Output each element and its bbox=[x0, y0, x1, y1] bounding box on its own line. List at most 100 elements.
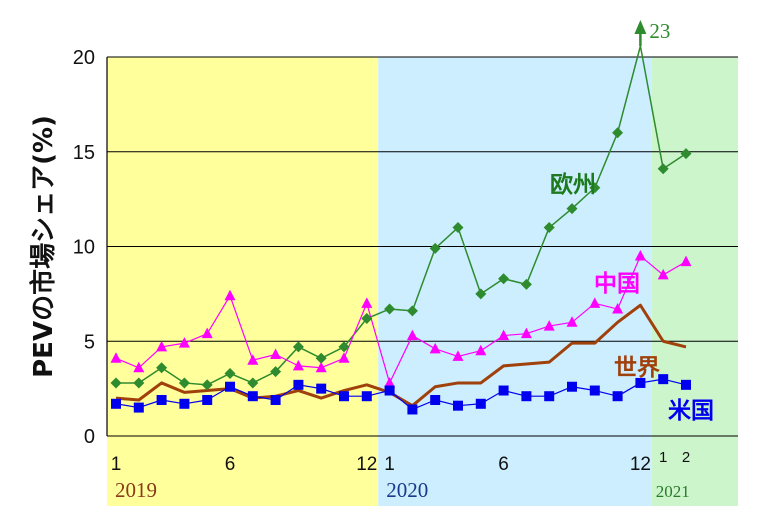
marker-米国-21 bbox=[589, 385, 600, 396]
y-tick-label-20: 20 bbox=[73, 47, 95, 69]
x-tick-label-23: 12 bbox=[630, 454, 651, 475]
year-label-2021: 2021 bbox=[656, 482, 690, 501]
marker-中国-12 bbox=[384, 376, 396, 388]
marker-米国-7 bbox=[270, 394, 281, 405]
marker-米国-10 bbox=[339, 391, 349, 402]
marker-米国-3 bbox=[179, 398, 190, 409]
marker-米国-0 bbox=[111, 398, 121, 409]
year-label-2019: 2019 bbox=[115, 478, 157, 502]
marker-欧州-24 bbox=[657, 163, 669, 175]
y-axis-title: PEVの市場シェア(%) bbox=[28, 115, 59, 378]
series-label-米国: 米国 bbox=[668, 398, 714, 424]
marker-欧州-0 bbox=[110, 377, 122, 389]
marker-米国-20 bbox=[567, 381, 577, 392]
marker-欧州-19 bbox=[543, 222, 555, 234]
marker-中国-23 bbox=[634, 249, 646, 261]
marker-中国-19 bbox=[543, 320, 555, 331]
marker-中国-24 bbox=[657, 268, 669, 280]
y-tick-label-10: 10 bbox=[73, 237, 95, 259]
marker-欧州-3 bbox=[178, 377, 190, 389]
marker-中国-10 bbox=[338, 352, 350, 363]
marker-中国-17 bbox=[498, 329, 510, 341]
marker-欧州-14 bbox=[429, 242, 441, 254]
x-tick-label-12: 1 bbox=[384, 454, 395, 475]
marker-中国-1 bbox=[133, 361, 145, 373]
marker-中国-11 bbox=[361, 297, 373, 308]
marker-中国-22 bbox=[612, 303, 624, 314]
x-tick-label-25: 2 bbox=[682, 449, 690, 466]
marker-欧州-11 bbox=[361, 313, 373, 325]
x-tick-label-17: 6 bbox=[498, 454, 509, 475]
marker-米国-16 bbox=[475, 398, 486, 409]
marker-中国-6 bbox=[247, 354, 259, 365]
marker-米国-2 bbox=[156, 394, 167, 405]
marker-欧州-2 bbox=[156, 362, 168, 374]
period-band-2021 bbox=[651, 57, 738, 506]
marker-米国-19 bbox=[544, 391, 555, 402]
x-tick-label-24: 1 bbox=[659, 449, 667, 466]
marker-米国-22 bbox=[612, 391, 623, 402]
marker-欧州-20 bbox=[566, 203, 578, 215]
marker-欧州-7 bbox=[270, 366, 282, 378]
marker-米国-5 bbox=[225, 381, 235, 392]
marker-中国-8 bbox=[292, 359, 304, 371]
marker-米国-12 bbox=[384, 385, 395, 396]
marker-欧州-12 bbox=[384, 303, 396, 315]
x-tick-label-5: 6 bbox=[225, 454, 236, 475]
marker-米国-8 bbox=[293, 379, 304, 390]
marker-米国-11 bbox=[361, 391, 372, 402]
marker-欧州-8 bbox=[292, 341, 304, 353]
marker-欧州-15 bbox=[452, 222, 464, 234]
marker-欧州-5 bbox=[224, 367, 236, 379]
y-tick-label-0: 0 bbox=[84, 426, 95, 448]
marker-欧州-4 bbox=[201, 379, 213, 391]
marker-中国-20 bbox=[566, 316, 578, 327]
series-label-欧州: 欧州 bbox=[550, 172, 596, 198]
marker-欧州-1 bbox=[133, 377, 145, 389]
marker-中国-14 bbox=[429, 342, 441, 354]
marker-中国-9 bbox=[315, 361, 327, 373]
marker-欧州-6 bbox=[247, 377, 259, 389]
marker-中国-3 bbox=[178, 337, 190, 348]
annotation-arrow-head bbox=[634, 20, 647, 34]
marker-欧州-9 bbox=[315, 352, 327, 364]
marker-米国-13 bbox=[407, 404, 418, 415]
marker-中国-7 bbox=[270, 348, 282, 360]
marker-欧州-16 bbox=[475, 288, 487, 300]
series-line-世界 bbox=[115, 303, 687, 408]
year-label-2020: 2020 bbox=[386, 478, 428, 502]
marker-米国-15 bbox=[453, 400, 463, 411]
marker-米国-4 bbox=[202, 394, 213, 405]
marker-中国-21 bbox=[589, 297, 601, 308]
marker-中国-18 bbox=[520, 327, 532, 339]
marker-欧州-25 bbox=[680, 148, 692, 160]
marker-米国-17 bbox=[498, 385, 509, 396]
x-tick-label-11: 12 bbox=[356, 454, 377, 475]
marker-欧州-17 bbox=[498, 273, 510, 285]
marker-米国-25 bbox=[681, 379, 691, 390]
marker-米国-9 bbox=[316, 383, 327, 394]
marker-米国-6 bbox=[247, 391, 258, 402]
marker-欧州-13 bbox=[406, 305, 418, 317]
marker-中国-5 bbox=[224, 289, 236, 301]
marker-中国-15 bbox=[452, 350, 464, 361]
marker-欧州-10 bbox=[338, 341, 350, 353]
series-label-中国: 中国 bbox=[594, 271, 640, 297]
marker-欧州-21 bbox=[589, 182, 601, 194]
marker-中国-16 bbox=[475, 344, 487, 356]
marker-欧州-22 bbox=[612, 127, 624, 139]
marker-中国-4 bbox=[201, 327, 213, 339]
marker-米国-18 bbox=[521, 391, 532, 402]
period-band-2019 bbox=[107, 57, 379, 506]
marker-米国-24 bbox=[658, 374, 669, 385]
y-tick-label-5: 5 bbox=[84, 331, 95, 353]
marker-欧州-18 bbox=[520, 278, 532, 290]
marker-中国-2 bbox=[156, 340, 168, 352]
y-tick-label-15: 15 bbox=[73, 142, 95, 164]
marker-米国-23 bbox=[635, 377, 646, 388]
x-tick-label-0: 1 bbox=[111, 454, 122, 475]
marker-米国-14 bbox=[430, 394, 441, 405]
marker-中国-25 bbox=[680, 255, 692, 267]
series-label-世界: 世界 bbox=[614, 355, 660, 381]
